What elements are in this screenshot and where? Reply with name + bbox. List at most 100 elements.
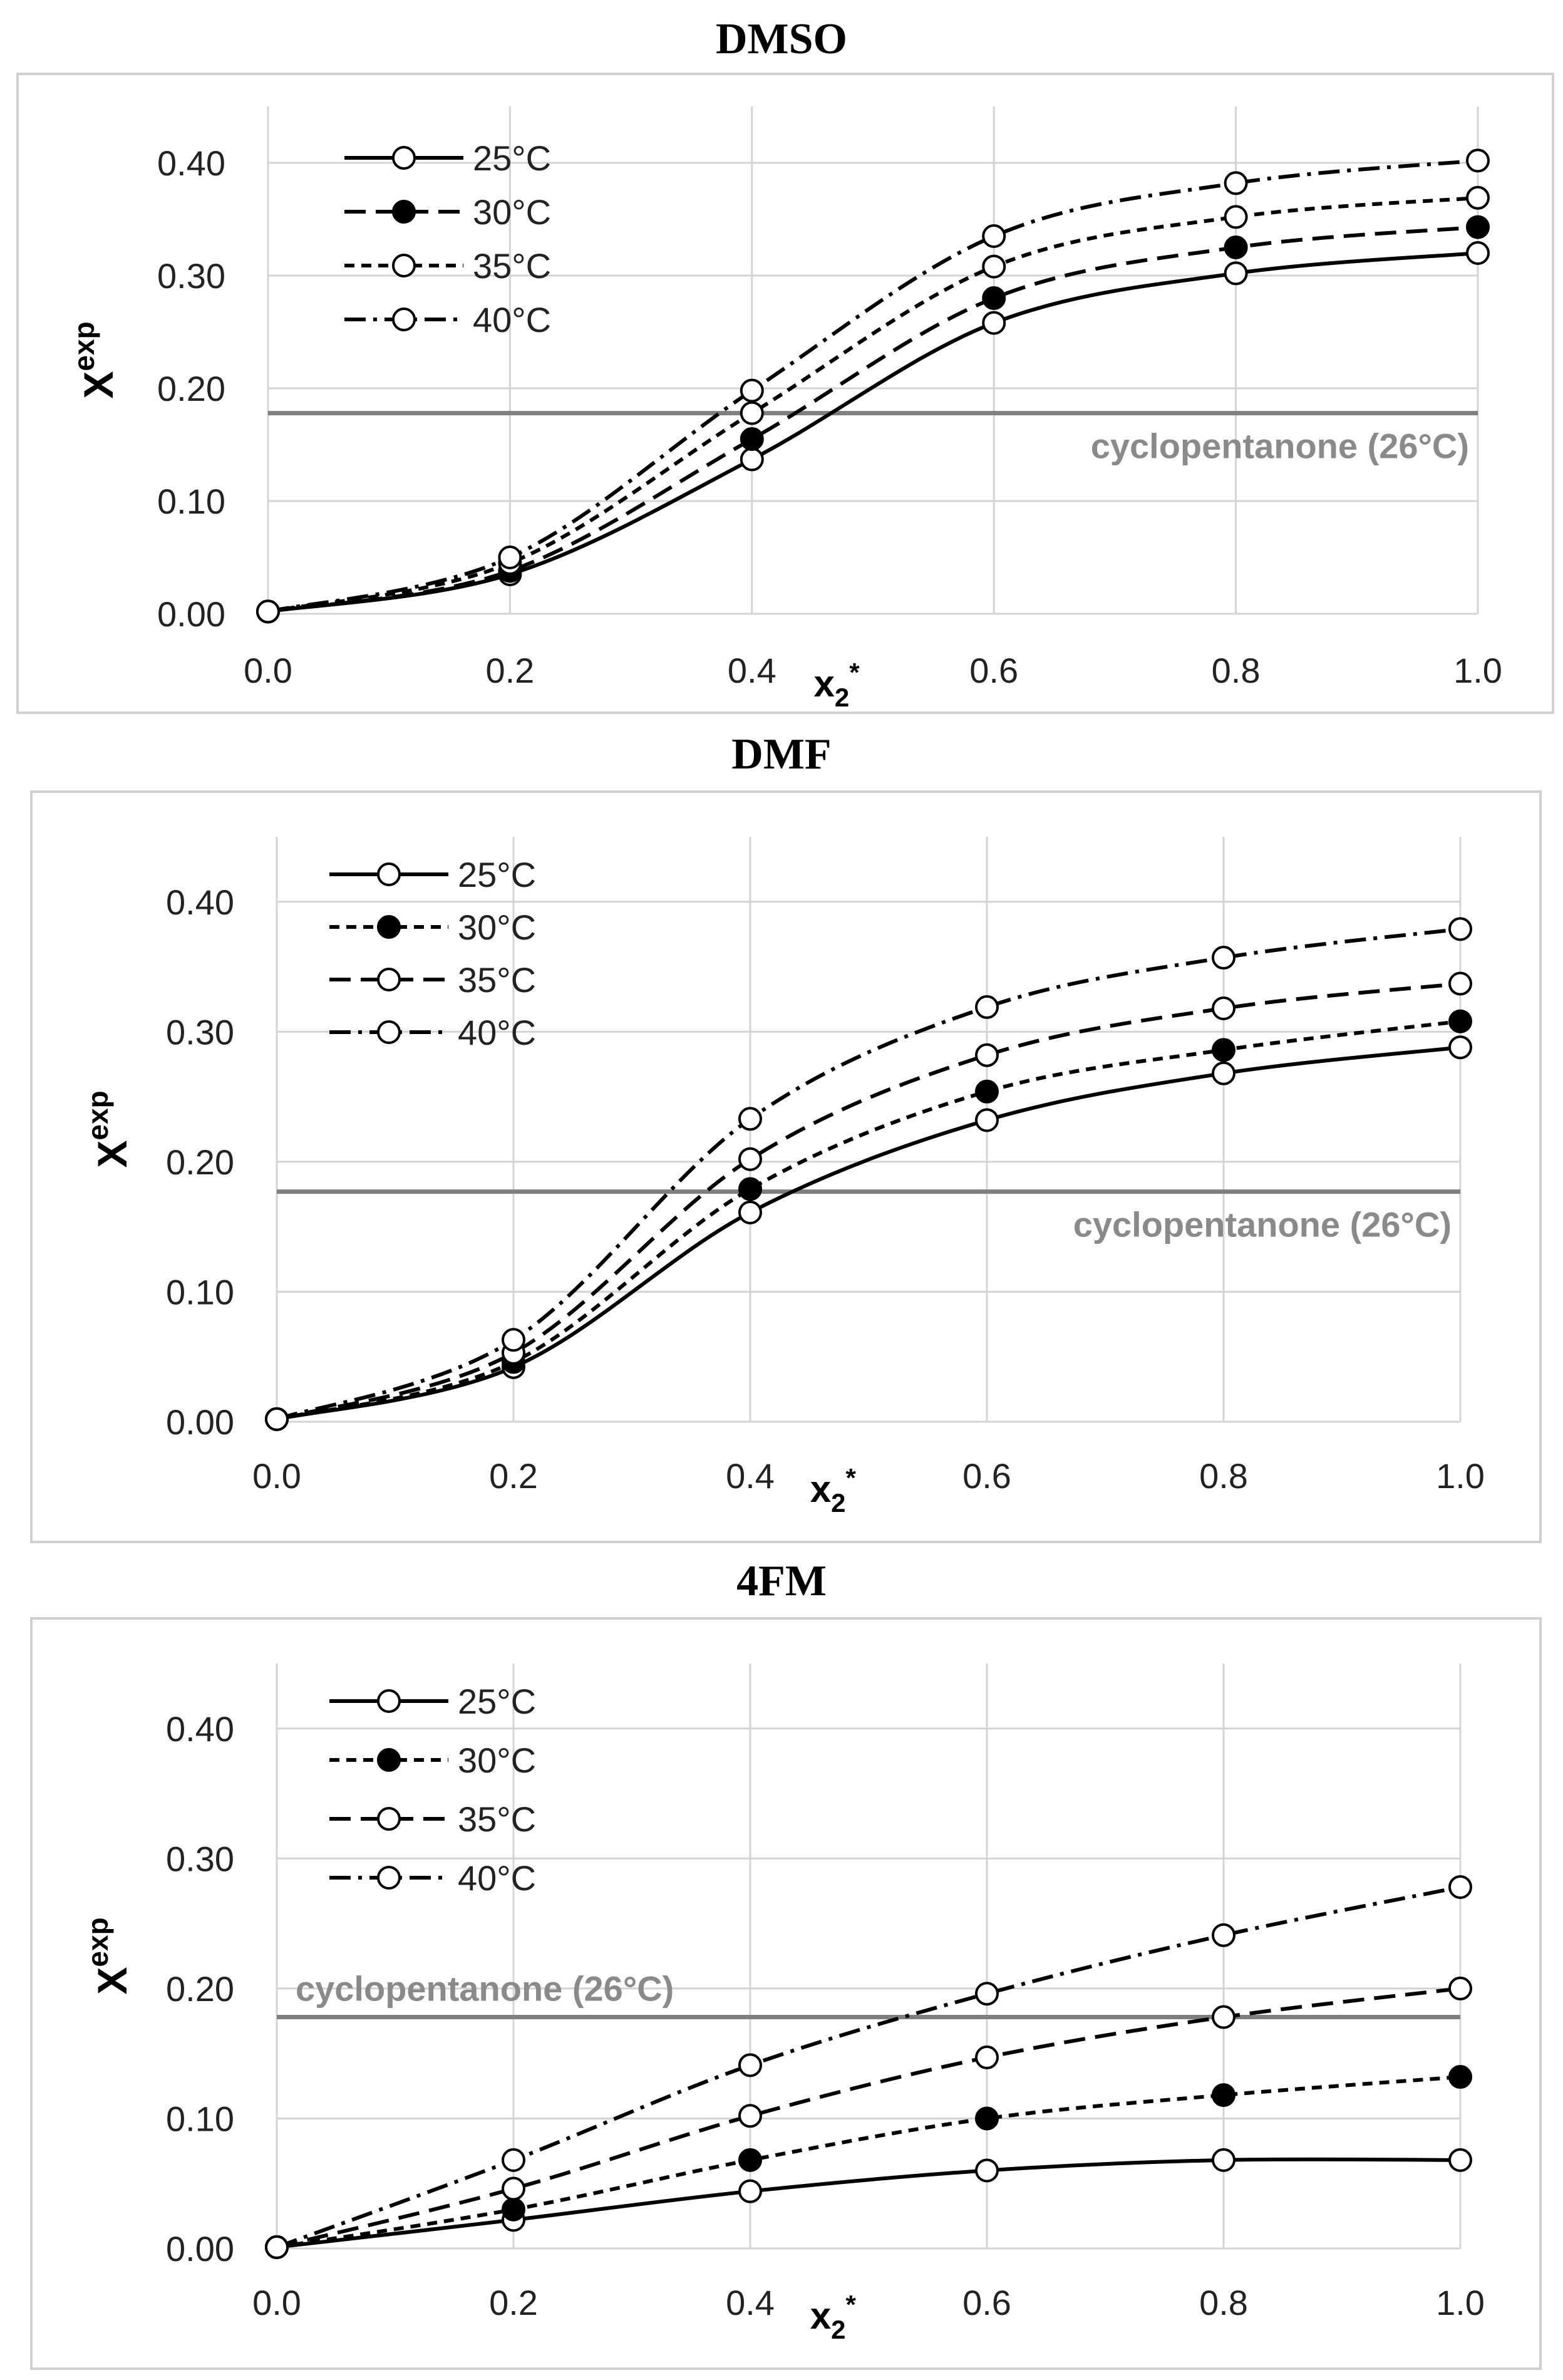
- x-tick-label: 0.4: [726, 2283, 775, 2322]
- legend-marker: [377, 1748, 401, 1772]
- chart-svg-dmf: 0.00 0.10 0.20 0.30 0.40 0.0 0.2 0.4 0.6 0.8 1.0 x2…: [81, 837, 1485, 1518]
- chart-svg-dmso: 0.00 0.10 0.20 0.30 0.40 0.0 0.2 0.4 0.6 0.8 1.0 x2…: [68, 106, 1502, 712]
- x-tick-label: 0.4: [726, 1456, 775, 1496]
- data-point: [1212, 1923, 1235, 1947]
- data-point: [1212, 2148, 1235, 2172]
- reference-line-label: cyclopentanone (26°C): [1073, 1205, 1452, 1244]
- legend-label: 30°C: [458, 908, 536, 947]
- data-point: [1212, 2005, 1235, 2029]
- data-point: [975, 1108, 999, 1132]
- data-point: [1448, 2148, 1472, 2172]
- x-tick-label: 1.0: [1436, 1456, 1485, 1496]
- x-tick-label: 0.6: [962, 1456, 1011, 1496]
- data-point: [1448, 971, 1472, 996]
- legend-label: 35°C: [458, 1799, 536, 1839]
- series-line-35c: [276, 981, 1461, 1421]
- legend-label: 30°C: [473, 192, 551, 232]
- legend-label: 25°C: [458, 855, 536, 894]
- chart-title-4fm: 4FM: [736, 1557, 827, 1605]
- y-tick-label: 0.30: [166, 1839, 234, 1878]
- data-point: [1212, 2083, 1235, 2108]
- data-point: [265, 1407, 289, 1431]
- x-tick-label: 0.2: [489, 2283, 538, 2322]
- legend-marker: [377, 862, 401, 886]
- data-point: [1466, 241, 1490, 265]
- data-point: [1466, 148, 1490, 173]
- y-tick-label: 0.40: [166, 882, 234, 922]
- y-tick-label: 0.10: [157, 482, 225, 521]
- data-point: [1466, 185, 1490, 210]
- y-axis-label: Xexp: [81, 1090, 135, 1167]
- y-tick-label: 0.30: [166, 1012, 234, 1052]
- series-line-40c: [276, 1885, 1461, 2249]
- data-point: [1224, 235, 1248, 259]
- data-point: [975, 1982, 999, 2006]
- y-tick-label: 0.30: [157, 256, 225, 296]
- y-tick-label: 0.20: [157, 369, 225, 408]
- data-point: [982, 224, 1006, 248]
- data-point: [738, 2148, 762, 2172]
- legend-marker: [392, 146, 416, 170]
- y-tick-label: 0.10: [166, 1272, 234, 1312]
- x-tick-label: 1.0: [1436, 2283, 1485, 2322]
- chart-svg-4fm: 0.00 0.10 0.20 0.30 0.40 0.0 0.2 0.4 0.6 0.8 1.0 x2…: [81, 1663, 1485, 2344]
- series-line-25c: [276, 2157, 1461, 2249]
- reference-line-label: cyclopentanone (26°C): [296, 1969, 674, 2009]
- data-point: [1212, 996, 1235, 1020]
- legend-label: 40°C: [458, 1013, 536, 1052]
- series-line-30c: [276, 2075, 1461, 2249]
- data-point: [1448, 1009, 1472, 1033]
- data-point: [982, 311, 1006, 335]
- series-line-25c: [267, 251, 1478, 614]
- x-axis-label: x2*: [810, 2290, 857, 2344]
- series-line-30c: [267, 225, 1478, 614]
- reference-line-label: cyclopentanone (26°C): [1091, 427, 1469, 466]
- x-tick-label: 0.8: [1199, 1456, 1248, 1496]
- legend-label: 40°C: [473, 300, 551, 339]
- legend-marker: [377, 1689, 401, 1713]
- x-tick-label: 0.6: [962, 2283, 1011, 2322]
- data-point: [498, 546, 522, 569]
- y-tick-label: 0.00: [166, 2229, 234, 2269]
- legend-marker: [377, 968, 401, 991]
- data-point: [1448, 1035, 1472, 1060]
- legend-marker: [392, 200, 416, 224]
- data-point: [975, 2045, 999, 2069]
- x-tick-label: 0.2: [489, 1456, 538, 1496]
- legend-label: 25°C: [473, 138, 551, 178]
- data-point: [740, 401, 764, 425]
- data-point: [1448, 917, 1472, 941]
- chart-panel-dmf: 0.00 0.10 0.20 0.30 0.40 0.0 0.2 0.4 0.6 0.8 1.0 x2…: [30, 790, 1542, 1543]
- data-point: [740, 427, 764, 451]
- data-point: [1224, 171, 1248, 195]
- data-point: [1224, 205, 1248, 229]
- data-point: [738, 2104, 762, 2128]
- data-point: [1212, 1038, 1235, 1062]
- series-line-40c: [267, 158, 1478, 614]
- data-point: [1448, 1875, 1472, 1899]
- data-point: [502, 2176, 525, 2201]
- legend-marker: [377, 1807, 401, 1831]
- x-tick-label: 0.0: [244, 651, 292, 690]
- x-tick-label: 0.8: [1199, 2283, 1248, 2322]
- data-point: [975, 1043, 999, 1067]
- data-point: [502, 1328, 525, 1352]
- legend-marker: [392, 254, 416, 277]
- y-tick-label: 0.40: [157, 143, 225, 183]
- legend-marker: [377, 1020, 401, 1044]
- data-point: [975, 2158, 999, 2183]
- data-point: [1448, 1976, 1472, 2000]
- data-point: [265, 2235, 289, 2259]
- x-tick-label: 0.2: [485, 651, 534, 690]
- x-tick-label: 0.8: [1212, 651, 1261, 690]
- y-axis-label: Xexp: [68, 321, 121, 398]
- legend-label: 35°C: [458, 960, 536, 1000]
- legend-label: 25°C: [458, 1682, 536, 1721]
- y-tick-label: 0.00: [157, 594, 225, 634]
- x-axis-label: x2*: [813, 658, 860, 712]
- data-point: [982, 254, 1006, 279]
- series-line-25c: [276, 1045, 1461, 1421]
- series-line-40c: [276, 927, 1461, 1421]
- y-tick-label: 0.20: [166, 1142, 234, 1182]
- legend-label: 30°C: [458, 1741, 536, 1780]
